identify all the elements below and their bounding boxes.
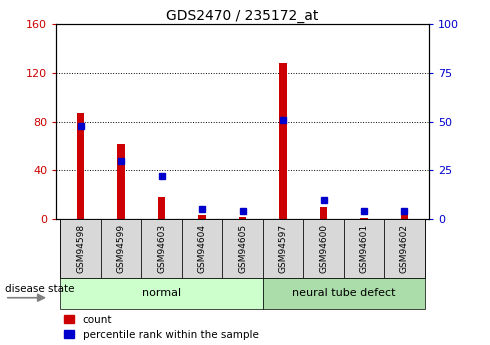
Bar (239, 217, 246, 219)
Bar (182, 219, 222, 278)
Bar (60, 278, 263, 309)
Bar (101, 219, 141, 278)
Bar (60, 219, 101, 278)
Legend: count, percentile rank within the sample: count, percentile rank within the sample (64, 315, 259, 340)
Text: normal: normal (142, 288, 181, 298)
Text: neural tube defect: neural tube defect (292, 288, 395, 298)
Bar (198, 215, 206, 219)
Text: GSM94601: GSM94601 (360, 224, 368, 273)
Bar (263, 278, 425, 309)
Bar (77, 113, 84, 219)
Text: GSM94599: GSM94599 (117, 224, 125, 273)
Text: disease state: disease state (5, 284, 74, 294)
Bar (344, 219, 384, 278)
Bar (118, 144, 125, 219)
Bar (222, 219, 263, 278)
Text: GSM94602: GSM94602 (400, 224, 409, 273)
Title: GDS2470 / 235172_at: GDS2470 / 235172_at (167, 9, 318, 23)
Bar (384, 219, 425, 278)
Text: GSM94604: GSM94604 (197, 224, 207, 273)
Text: GSM94597: GSM94597 (278, 224, 288, 273)
Bar (360, 218, 368, 219)
Text: GSM94605: GSM94605 (238, 224, 247, 273)
Bar (401, 213, 408, 219)
Bar (303, 219, 344, 278)
Bar (263, 219, 303, 278)
Text: GSM94600: GSM94600 (319, 224, 328, 273)
Text: GSM94603: GSM94603 (157, 224, 166, 273)
Bar (320, 207, 327, 219)
Bar (279, 63, 287, 219)
Bar (158, 197, 165, 219)
Text: GSM94598: GSM94598 (76, 224, 85, 273)
Bar (141, 219, 182, 278)
